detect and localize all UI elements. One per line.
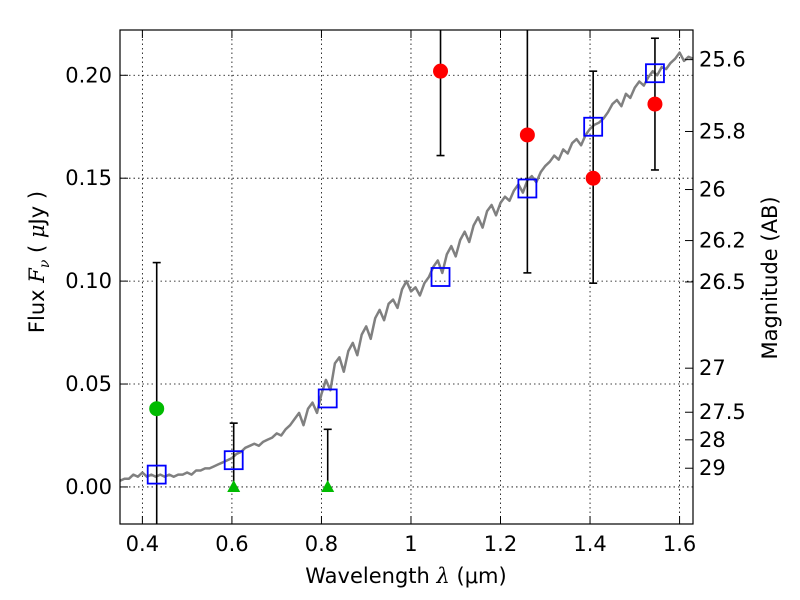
y-axis-title: Flux Fν ( μJy ) (25, 191, 53, 333)
x-tick-label: 1.6 (663, 532, 696, 556)
y-tick-label: 0.05 (65, 372, 112, 396)
plot-frame (119, 29, 694, 525)
y-tick-label: 0.20 (65, 63, 112, 87)
magnitude-tick-label: 26 (699, 178, 726, 202)
model-photometry-square (430, 267, 451, 287)
right-axis-title: Magnitude (AB) (758, 196, 782, 359)
upper-limit-triangle (227, 479, 241, 492)
magnitude-tick-label: 26.2 (699, 229, 746, 253)
model-photometry-square (223, 450, 244, 471)
x-tick-label: 1.4 (573, 532, 606, 556)
model-photometry-square (645, 63, 665, 84)
ticks: 0.4 0.6 0.8 1 1.2 1.4 1.6 0.00 0.05 0.10 0.15 0.20 2… (65, 30, 746, 556)
y-tick-label: 0.10 (65, 269, 112, 293)
model-photometry-square (146, 464, 167, 485)
grid (120, 30, 693, 524)
model-photometry-square (317, 388, 338, 409)
magnitude-tick-label: 27.5 (699, 400, 746, 424)
magnitude-tick-label: 25.8 (699, 119, 746, 143)
plot-content (119, 30, 694, 524)
x-tick-label: 0.8 (305, 532, 338, 556)
model-photometry-square (583, 116, 604, 137)
x-axis-title: Wavelength λ (μm) (305, 564, 506, 588)
magnitude-tick-label: 26.5 (699, 270, 746, 294)
x-tick-label: 1 (404, 532, 417, 556)
detection-point (519, 127, 535, 143)
optical-detection-point (149, 401, 165, 417)
model-photometry-square (517, 178, 538, 199)
magnitude-tick-label: 28 (699, 428, 726, 452)
detection-point (647, 96, 663, 112)
detection-point (585, 170, 601, 186)
detection-point (433, 63, 449, 79)
upper-limit-triangle (321, 479, 335, 492)
y-tick-label: 0.15 (65, 166, 112, 190)
magnitude-tick-label: 25.6 (699, 48, 746, 72)
magnitude-tick-label: 27 (699, 356, 726, 380)
x-tick-label: 1.2 (484, 532, 517, 556)
magnitude-tick-label: 29 (699, 456, 726, 480)
y-tick-label: 0.00 (65, 475, 112, 499)
x-tick-label: 0.6 (215, 532, 248, 556)
x-tick-label: 0.4 (126, 532, 159, 556)
spectrum-line (119, 51, 694, 482)
plot-background (120, 30, 693, 524)
